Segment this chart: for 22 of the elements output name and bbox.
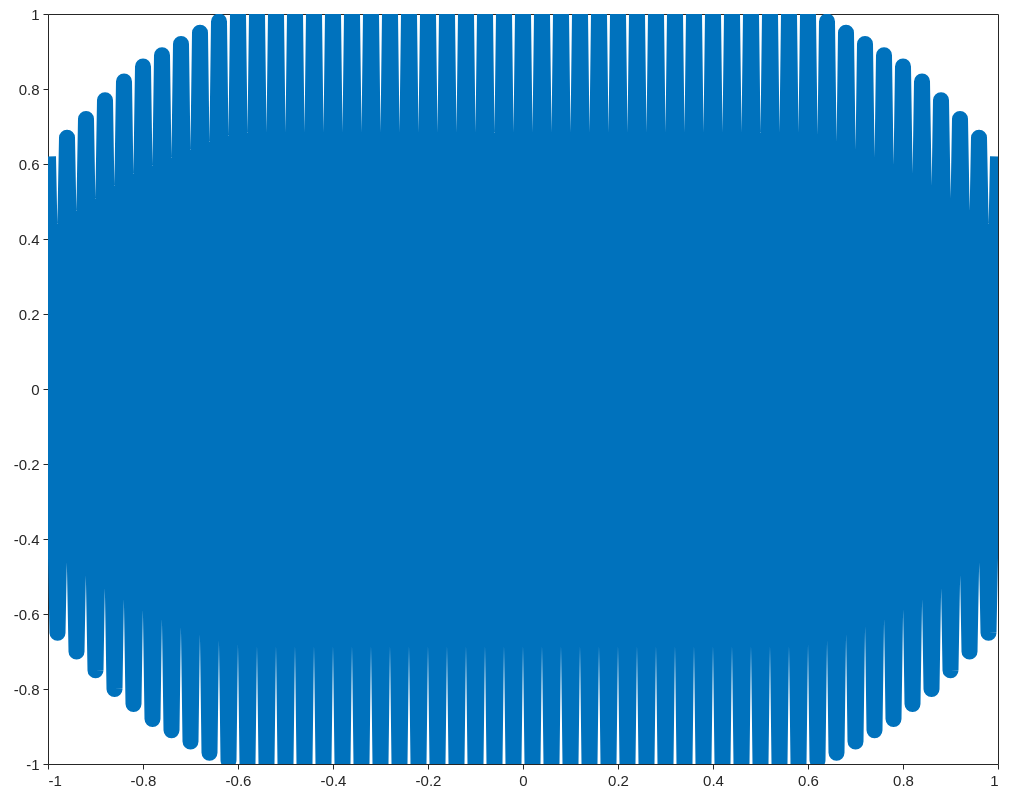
x-tick-label: -1 xyxy=(48,771,62,789)
x-tick-label: -0.4 xyxy=(320,771,347,789)
y-tick-label: -1 xyxy=(26,755,40,773)
y-tick-label: -0.8 xyxy=(13,680,40,698)
x-tick-label: 0.2 xyxy=(608,771,629,789)
x-tick-label: 0.6 xyxy=(798,771,819,789)
y-tick-label: -0.4 xyxy=(13,530,40,548)
y-tick-label: -0.6 xyxy=(13,605,40,623)
y-tick-label: 0.2 xyxy=(18,305,40,323)
y-tick-label: 0.4 xyxy=(18,230,40,248)
x-tick-label: 0.8 xyxy=(893,771,914,789)
y-tick-label: -0.2 xyxy=(13,455,40,473)
y-tick-label: 0 xyxy=(31,380,40,398)
y-tick-label: 0.8 xyxy=(18,80,40,98)
x-tick-label: 1 xyxy=(990,771,999,789)
x-tick-label: -0.6 xyxy=(225,771,252,789)
x-tick-label: -0.8 xyxy=(130,771,157,789)
x-tick-label: -0.2 xyxy=(415,771,442,789)
x-tick-label: 0 xyxy=(519,771,528,789)
y-tick-label: 1 xyxy=(31,5,40,23)
y-tick-label: 0.6 xyxy=(18,155,40,173)
x-tick-label: 0.4 xyxy=(703,771,724,789)
